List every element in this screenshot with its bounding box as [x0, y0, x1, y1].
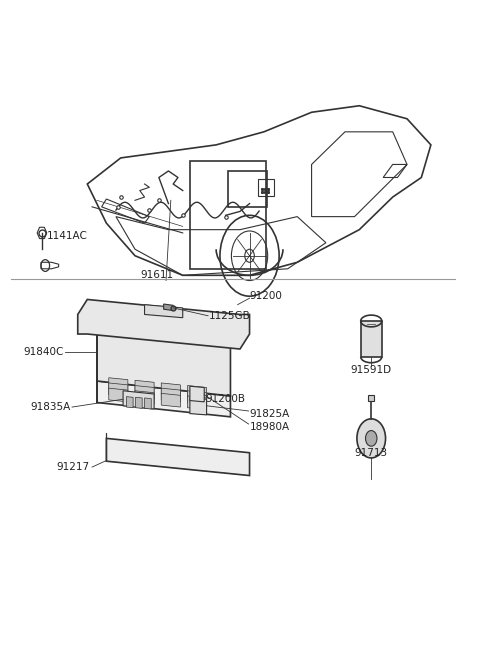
- Text: 91611: 91611: [140, 271, 173, 280]
- Text: 91200: 91200: [250, 291, 283, 301]
- Polygon shape: [123, 391, 154, 409]
- Text: 91840C: 91840C: [23, 346, 63, 356]
- Text: 18980A: 18980A: [250, 422, 289, 432]
- Polygon shape: [144, 398, 151, 409]
- Polygon shape: [161, 388, 180, 402]
- Text: 91591D: 91591D: [351, 365, 392, 375]
- Polygon shape: [144, 305, 183, 318]
- Polygon shape: [164, 304, 173, 310]
- Polygon shape: [109, 383, 128, 397]
- Polygon shape: [78, 299, 250, 349]
- Polygon shape: [161, 394, 180, 407]
- Polygon shape: [135, 398, 142, 408]
- Polygon shape: [135, 381, 154, 394]
- Polygon shape: [190, 398, 206, 415]
- Polygon shape: [188, 386, 206, 400]
- Polygon shape: [97, 381, 230, 417]
- Polygon shape: [109, 388, 128, 402]
- Text: 91835A: 91835A: [30, 402, 71, 412]
- Text: 91200B: 91200B: [206, 394, 246, 404]
- Polygon shape: [188, 396, 206, 409]
- Polygon shape: [161, 383, 180, 397]
- Polygon shape: [361, 321, 382, 357]
- Polygon shape: [188, 391, 206, 404]
- Polygon shape: [135, 391, 154, 404]
- Polygon shape: [190, 386, 204, 402]
- Text: 1125GB: 1125GB: [209, 310, 251, 321]
- Text: 91825A: 91825A: [250, 409, 290, 419]
- Polygon shape: [97, 319, 230, 396]
- Polygon shape: [109, 378, 128, 392]
- Polygon shape: [126, 397, 133, 407]
- Polygon shape: [135, 386, 154, 400]
- Text: 91217: 91217: [57, 462, 90, 472]
- Circle shape: [365, 430, 377, 446]
- Polygon shape: [107, 438, 250, 476]
- Text: 91713: 91713: [355, 448, 388, 458]
- Circle shape: [357, 419, 385, 458]
- Text: 1141AC: 1141AC: [47, 231, 87, 241]
